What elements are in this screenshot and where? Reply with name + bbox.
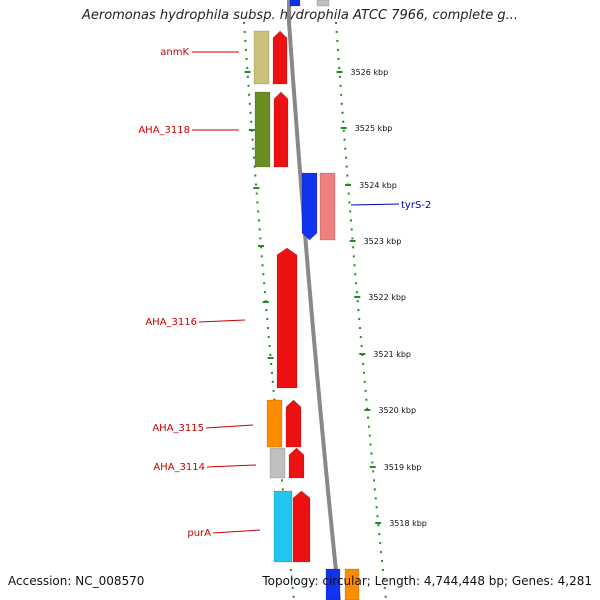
gene-feature-tyrS-2-bar[interactable]	[319, 172, 336, 241]
kbp-scale-label: 3518 kbp	[389, 519, 427, 528]
gene-feature-AHA_3115-arrow[interactable]	[285, 399, 302, 448]
chromosome-axis	[287, 0, 341, 600]
gene-label-leader-purA	[212, 529, 261, 534]
gene-feature-AHA_3118-arrow[interactable]	[273, 91, 289, 168]
kbp-scale-label: 3522 kbp	[368, 293, 406, 302]
gene-feature-bottom-orange[interactable]	[344, 568, 360, 600]
gene-feature-AHA_3116-arrow[interactable]	[276, 247, 298, 389]
scale-track-left	[243, 21, 295, 599]
kbp-scale-label: 3519 kbp	[384, 463, 422, 472]
gene-feature-AHA_3115-bar[interactable]	[266, 399, 283, 448]
accession-text: Accession: NC_008570	[8, 574, 145, 588]
gene-label-tyrS-2[interactable]: tyrS-2	[401, 200, 431, 211]
gene-label-AHA-3118[interactable]: AHA_3118	[138, 125, 190, 136]
gene-feature-top-blue[interactable]	[289, 0, 301, 7]
gene-feature-purA-arrow[interactable]	[292, 490, 311, 563]
kbp-scale-label: 3521 kbp	[373, 350, 411, 359]
kbp-scale-label: 3525 kbp	[355, 124, 393, 133]
gene-feature-bottom-blue[interactable]	[325, 568, 341, 600]
gene-label-leader-AHA-3116	[198, 319, 246, 323]
kbp-scale-label: 3524 kbp	[359, 181, 397, 190]
gene-feature-AHA_3114-bar[interactable]	[269, 447, 286, 479]
gene-feature-AHA_3114-arrow[interactable]	[288, 447, 305, 479]
gene-label-leader-AHA-3114	[206, 464, 257, 468]
kbp-scale-label: 3523 kbp	[364, 237, 402, 246]
kbp-scale-label: 3520 kbp	[378, 406, 416, 415]
gene-label-purA[interactable]: purA	[187, 528, 211, 539]
scale-track-right	[335, 21, 387, 599]
gene-label-anmK[interactable]: anmK	[160, 47, 189, 58]
gene-label-leader-tyrS-2	[350, 203, 400, 206]
gene-feature-purA-bar[interactable]	[273, 490, 293, 563]
map-title: Aeromonas hydrophila subsp. hydrophila A…	[81, 8, 519, 23]
gene-feature-top-gray[interactable]	[316, 0, 330, 7]
gene-feature-AHA_3118-bar[interactable]	[254, 91, 271, 168]
gene-feature-anmK-arrow[interactable]	[272, 30, 288, 85]
gene-label-AHA-3115[interactable]: AHA_3115	[152, 423, 204, 434]
gene-label-AHA-3114[interactable]: AHA_3114	[153, 462, 205, 473]
kbp-scale-label: 3526 kbp	[351, 68, 389, 77]
genome-stats-text: Topology: circular; Length: 4,744,448 bp…	[262, 574, 592, 588]
gene-label-leader-AHA-3115	[205, 424, 254, 429]
gene-feature-tyrS-2-arrow[interactable]	[301, 172, 318, 241]
gene-label-AHA-3116[interactable]: AHA_3116	[145, 317, 197, 328]
gene-feature-anmK-bar[interactable]	[253, 30, 270, 85]
